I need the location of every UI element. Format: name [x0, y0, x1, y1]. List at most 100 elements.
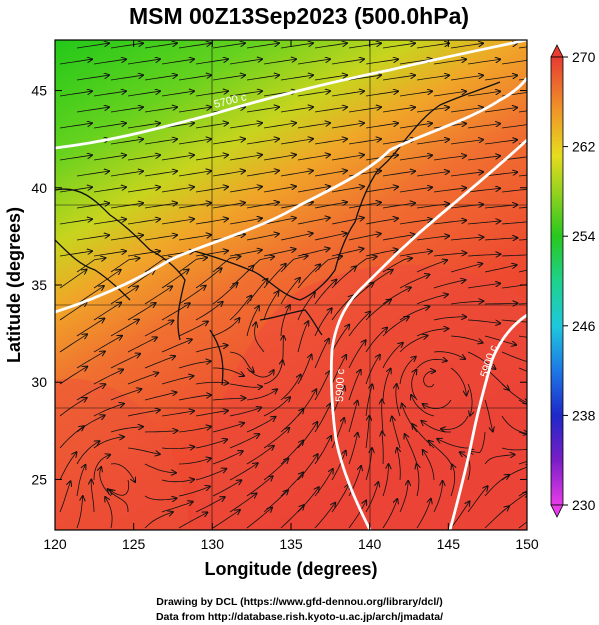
streamline	[263, 123, 296, 129]
streamline	[423, 450, 435, 481]
streamline	[467, 221, 500, 224]
streamline	[297, 264, 320, 289]
streamline	[331, 418, 344, 449]
streamline	[416, 499, 431, 529]
streamline	[280, 171, 313, 177]
streamline	[178, 486, 210, 497]
streamline	[161, 59, 194, 65]
streamline	[467, 124, 500, 129]
y-tick-label: 30	[31, 374, 47, 390]
streamline	[212, 318, 240, 337]
streamline	[144, 286, 172, 305]
streamline	[399, 357, 416, 385]
streamline	[484, 238, 517, 240]
streamline	[450, 108, 483, 113]
streamline	[280, 278, 300, 305]
streamline	[382, 499, 397, 529]
streamline	[314, 308, 332, 337]
streamline	[501, 124, 527, 129]
streamline	[178, 512, 207, 529]
streamline	[518, 461, 527, 465]
streamline	[484, 399, 493, 431]
streamline	[59, 398, 87, 417]
streamline	[161, 219, 194, 225]
streamline	[297, 91, 330, 97]
streamline	[348, 401, 357, 433]
streamline	[348, 433, 358, 465]
streamline	[518, 367, 527, 372]
streamline	[501, 383, 527, 403]
streamline	[297, 123, 330, 129]
streamline	[144, 235, 177, 241]
colorbar-tick-label: 246	[572, 318, 596, 334]
streamline	[161, 91, 194, 97]
streamline	[108, 489, 129, 513]
streamline	[280, 43, 313, 49]
streamline	[484, 303, 517, 304]
streamline	[93, 219, 126, 225]
streamline	[484, 265, 517, 273]
streamline	[348, 370, 361, 401]
streamline	[433, 188, 466, 193]
streamline	[93, 155, 126, 161]
streamline	[93, 455, 110, 481]
x-tick-label: 150	[515, 536, 539, 552]
streamline	[348, 340, 366, 369]
streamline	[314, 233, 347, 241]
contour-label-5900-west: 5900 c	[334, 368, 347, 402]
map-area: 5700 c 5900 c 5900 c	[55, 40, 527, 530]
streamline	[365, 218, 398, 225]
streamline	[433, 253, 466, 257]
streamline	[484, 140, 517, 145]
y-tick-label: 35	[31, 277, 47, 293]
streamline	[76, 235, 109, 241]
streamline	[501, 415, 527, 434]
streamline	[416, 75, 449, 81]
streamline	[348, 312, 370, 337]
streamline	[144, 171, 177, 177]
streamline	[246, 43, 279, 49]
streamline	[450, 43, 483, 49]
streamline	[501, 284, 527, 289]
x-tick-label: 120	[43, 536, 67, 552]
streamline	[518, 521, 527, 529]
streamline	[382, 464, 389, 497]
streamline	[246, 389, 277, 401]
x-tick-label: 140	[358, 536, 382, 552]
streamline	[59, 481, 71, 513]
streamline	[314, 280, 336, 305]
streamline	[59, 59, 92, 65]
streamline	[365, 59, 398, 65]
streamline	[161, 411, 194, 417]
streamline	[144, 431, 177, 432]
streamline	[127, 303, 156, 321]
streamline	[263, 186, 296, 193]
streamline	[382, 369, 391, 401]
colorbar-tick-label: 254	[572, 228, 596, 244]
streamline	[212, 398, 245, 400]
streamline	[501, 221, 527, 225]
streamline	[331, 355, 346, 385]
streamline	[59, 91, 92, 97]
streamline	[467, 254, 500, 256]
streamline	[212, 43, 245, 49]
streamline	[348, 139, 381, 145]
streamline	[314, 171, 347, 177]
streamline	[433, 351, 465, 359]
streamline	[451, 465, 455, 497]
streamline	[382, 343, 403, 369]
streamline	[93, 59, 126, 65]
streamline	[127, 373, 158, 385]
streamline	[348, 75, 381, 81]
streamline	[365, 91, 398, 97]
streamline	[297, 321, 308, 353]
streamline	[110, 320, 139, 337]
streamline	[467, 156, 500, 161]
streamline	[450, 172, 483, 177]
streamline	[76, 496, 83, 529]
streamline	[450, 140, 483, 145]
streamline	[450, 501, 470, 529]
streamline	[382, 400, 383, 433]
y-axis: 25 30 35 40 45	[31, 83, 527, 487]
